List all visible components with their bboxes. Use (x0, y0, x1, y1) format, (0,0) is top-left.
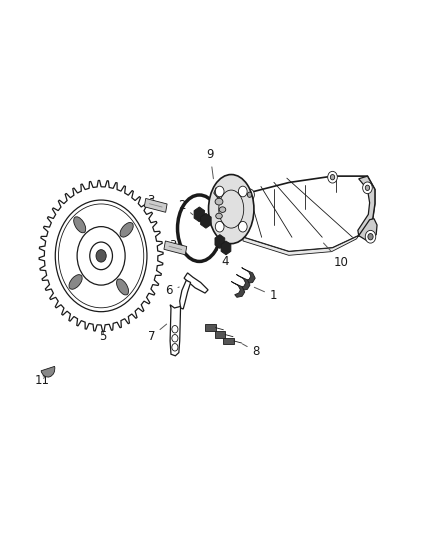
Text: 8: 8 (242, 344, 260, 358)
Polygon shape (201, 213, 211, 228)
Circle shape (90, 242, 113, 270)
Circle shape (368, 233, 373, 240)
Circle shape (215, 186, 224, 197)
Polygon shape (215, 332, 225, 338)
Ellipse shape (208, 174, 254, 244)
Polygon shape (144, 198, 167, 212)
Text: 2: 2 (215, 235, 223, 247)
Circle shape (365, 230, 376, 243)
Text: 11: 11 (35, 374, 49, 387)
Polygon shape (170, 305, 180, 356)
Circle shape (59, 204, 144, 308)
Ellipse shape (117, 279, 128, 295)
Polygon shape (215, 235, 225, 248)
Circle shape (172, 326, 178, 333)
Polygon shape (242, 268, 255, 284)
Polygon shape (39, 180, 163, 332)
Circle shape (330, 174, 335, 180)
Polygon shape (164, 241, 187, 255)
Circle shape (55, 200, 147, 312)
Polygon shape (205, 325, 215, 331)
Text: 10: 10 (324, 243, 349, 269)
Ellipse shape (215, 198, 223, 205)
Text: 7: 7 (148, 324, 166, 343)
Ellipse shape (216, 213, 222, 219)
Polygon shape (194, 207, 205, 222)
Circle shape (363, 182, 372, 193)
Ellipse shape (120, 222, 133, 237)
Ellipse shape (69, 274, 82, 289)
Polygon shape (214, 188, 221, 198)
Circle shape (328, 171, 337, 183)
Text: 9: 9 (207, 148, 214, 179)
Polygon shape (231, 281, 245, 297)
Circle shape (238, 186, 247, 197)
Text: 2: 2 (178, 199, 193, 215)
Text: 3: 3 (170, 239, 177, 252)
Ellipse shape (219, 207, 226, 213)
Circle shape (238, 221, 247, 232)
Text: 4: 4 (217, 249, 230, 268)
Circle shape (215, 221, 224, 232)
Ellipse shape (74, 217, 86, 233)
Circle shape (77, 227, 125, 285)
Polygon shape (237, 274, 250, 290)
Circle shape (96, 249, 106, 262)
Wedge shape (41, 366, 55, 377)
Circle shape (245, 189, 254, 200)
Polygon shape (243, 219, 373, 255)
Polygon shape (184, 273, 208, 293)
Circle shape (365, 185, 370, 190)
Polygon shape (180, 280, 191, 309)
Circle shape (172, 335, 178, 342)
Polygon shape (359, 219, 377, 241)
Polygon shape (223, 338, 234, 344)
Text: 1: 1 (254, 287, 277, 302)
Text: 3: 3 (148, 193, 160, 208)
Text: 5: 5 (99, 330, 107, 343)
Polygon shape (358, 176, 375, 236)
Circle shape (172, 344, 178, 351)
Circle shape (247, 192, 252, 197)
Polygon shape (221, 241, 231, 255)
Text: 6: 6 (165, 284, 179, 297)
Polygon shape (226, 176, 375, 252)
